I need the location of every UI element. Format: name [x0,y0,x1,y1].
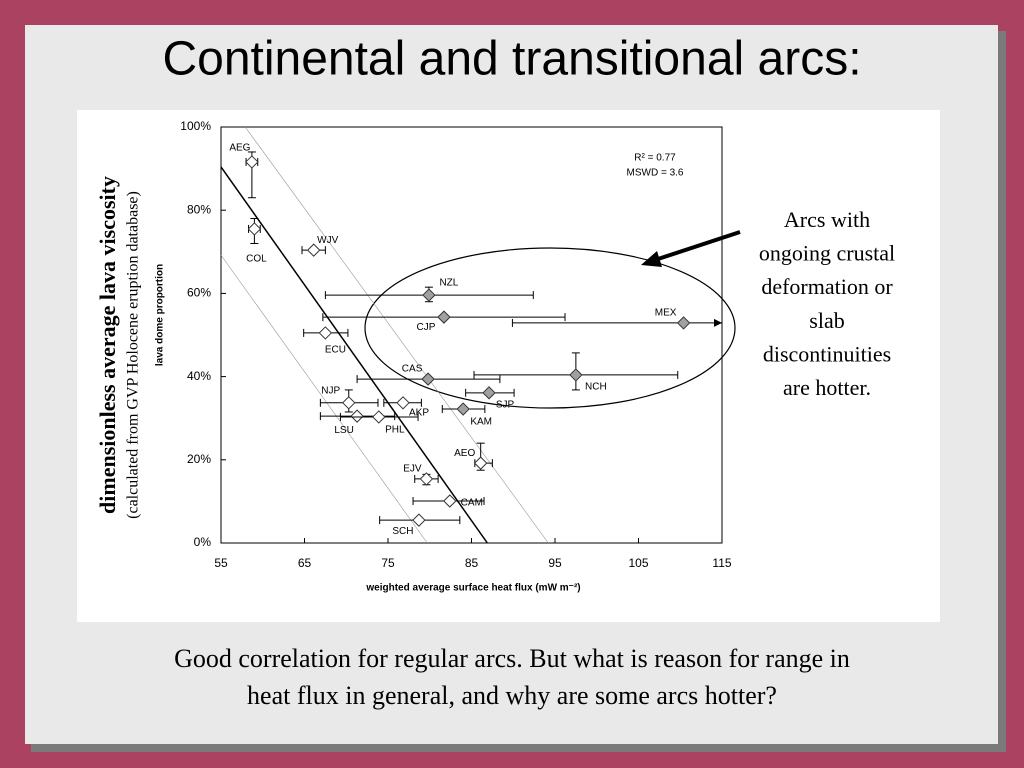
fit-line [221,166,488,543]
point-label: AKP [409,407,429,418]
point-label: COL [246,254,267,265]
point-label: NJP [321,385,340,396]
scatter-chart: 0% 20% 40% 60% 80% 100% 55 65 75 85 95 105 115 weight… [155,119,732,593]
point [676,316,691,330]
fit-line [244,127,549,543]
point [342,396,356,410]
x-error-arrow [714,318,722,327]
stat-annotation: MSWD = 3.6 [627,168,684,179]
point-label: NZL [439,278,458,289]
point [245,155,259,169]
point [421,372,435,386]
arrow-head [641,251,662,267]
highlight-ellipse [364,247,736,409]
x-tick-label: 55 [214,556,228,570]
x-axis-label: weighted average surface heat flux (mW m… [365,583,580,594]
point-label: MEX [655,308,677,319]
point-label: WJV [317,235,338,246]
point-label: PHL [385,425,405,436]
point [437,310,451,324]
point [482,386,496,400]
annotation-line: deformation or [761,274,893,299]
point [396,396,410,410]
point [456,402,470,416]
point [419,472,434,486]
point [473,456,488,470]
point-label: KAM [470,417,492,428]
point-label: SJP [496,399,515,410]
annotation-line: discontinuities [763,341,891,366]
y-tick-label: 100% [180,119,211,133]
y-tick-label: 60% [187,286,211,300]
x-tick-label: 85 [465,556,479,570]
point [306,243,321,257]
annotation-line: Arcs with [784,207,870,232]
point-label: CAS [402,364,423,375]
y-tick-label: 40% [187,369,211,383]
point [443,494,457,508]
point [247,222,262,236]
x-tick-label: 105 [628,556,648,570]
point-label: AEG [229,143,250,154]
stat-annotation: R² = 0.77 [634,153,676,164]
point [412,513,426,527]
x-tick-label: 95 [548,556,562,570]
annotation-line: ongoing crustal [759,241,895,266]
point-label: CJP [416,322,435,333]
point-label: EJV [403,464,422,475]
x-tick-label: 115 [712,556,731,570]
point-label: AEO [454,448,475,459]
y-tick-label: 0% [194,535,212,549]
point-label: LSU [334,425,353,436]
annotation-line: are hotter. [783,375,871,400]
point [372,410,386,424]
point-label: SCH [392,526,413,537]
point-label: CAM [461,498,483,509]
slide-title: Continental and transitional arcs: [162,33,861,86]
point-label: ECU [325,345,346,356]
annotation-line: slab [809,308,844,333]
x-tick-label: 65 [298,556,312,570]
y-overlay-sublabel: (calculated from GVP Holocene eruption d… [125,191,142,519]
caption-line: heat flux in general, and why are some a… [247,681,777,710]
fit-line [221,254,428,543]
point [350,409,364,423]
arrow-shaft [654,230,741,262]
y-tick-label: 80% [187,202,211,216]
point [422,288,436,302]
y-overlay-label: dimensionless average lava viscosity [95,176,120,514]
x-tick-label: 75 [381,556,395,570]
notes: Arcs with ongoing crustal deformation or sl… [174,207,895,710]
point-label: NCH [585,382,607,393]
y-tick-label: 20% [187,452,211,466]
y-axis-label: lava dome proportion [155,264,166,366]
point [569,368,583,382]
point [318,326,333,340]
caption-line: Good correlation for regular arcs. But w… [174,644,850,673]
